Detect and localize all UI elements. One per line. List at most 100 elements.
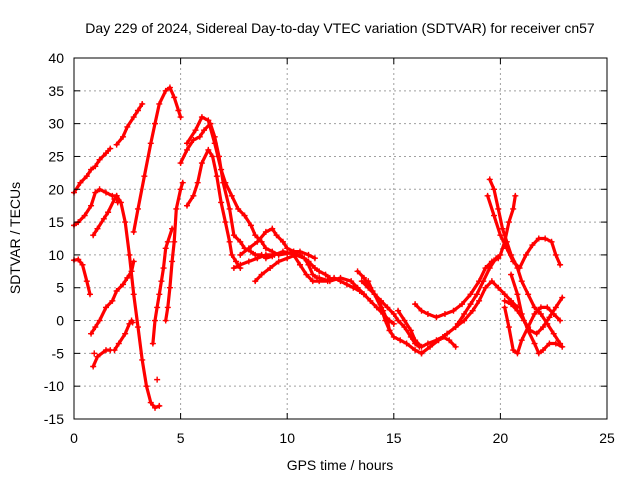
data-point — [218, 199, 225, 206]
data-point — [495, 284, 502, 291]
data-point — [358, 278, 365, 285]
data-point — [111, 196, 118, 203]
plus-markers — [71, 84, 566, 411]
data-point — [284, 255, 291, 262]
data-point — [245, 245, 252, 252]
data-point — [518, 337, 525, 344]
data-point — [424, 310, 431, 317]
data-point — [124, 274, 131, 281]
data-point — [115, 340, 122, 347]
data-point — [171, 94, 178, 101]
data-point — [508, 271, 515, 278]
data-point — [109, 297, 116, 304]
data-point — [544, 320, 551, 327]
data-point — [192, 127, 199, 134]
data-point — [505, 219, 512, 226]
data-point — [529, 242, 536, 249]
data-point — [401, 324, 408, 331]
data-point — [128, 268, 135, 275]
data-point — [120, 281, 127, 288]
data-point — [401, 317, 408, 324]
data-point — [230, 265, 237, 272]
data-point — [510, 258, 517, 265]
data-point — [486, 176, 493, 183]
data-point — [228, 251, 235, 258]
data-point — [94, 225, 101, 232]
data-point — [375, 297, 382, 304]
data-point — [183, 140, 190, 147]
data-point — [467, 301, 474, 308]
data-point — [92, 189, 99, 196]
data-point — [252, 278, 259, 285]
data-point — [228, 192, 235, 199]
data-point — [380, 307, 387, 314]
data-point — [424, 340, 431, 347]
data-point — [139, 356, 146, 363]
data-point — [162, 245, 169, 252]
data-point — [102, 304, 109, 311]
data-point — [516, 265, 523, 272]
data-point — [88, 202, 95, 209]
data-point — [309, 271, 316, 278]
data-point — [531, 304, 538, 311]
data-point — [454, 320, 461, 327]
data-point — [499, 225, 506, 232]
data-point — [514, 350, 521, 357]
data-point — [79, 261, 86, 268]
data-point — [134, 205, 141, 212]
data-point — [531, 310, 538, 317]
grid-lines — [74, 58, 607, 419]
data-point — [369, 288, 376, 295]
data-point — [169, 225, 176, 232]
data-point — [158, 278, 165, 285]
data-point — [130, 228, 137, 235]
data-point — [201, 127, 208, 134]
data-point — [162, 87, 169, 94]
data-point — [503, 238, 510, 245]
data-point — [495, 205, 502, 212]
data-point — [105, 209, 112, 216]
data-point — [96, 317, 103, 324]
series-trace-ad — [509, 273, 564, 355]
data-point — [252, 232, 259, 239]
data-point — [544, 304, 551, 311]
data-point — [343, 281, 350, 288]
x-tick-label: 25 — [599, 430, 615, 446]
data-point — [337, 274, 344, 281]
y-tick-label: 25 — [48, 148, 64, 164]
data-point — [354, 268, 361, 275]
data-point — [491, 212, 498, 219]
data-point — [152, 317, 159, 324]
data-point — [215, 153, 222, 160]
data-point — [525, 291, 532, 298]
x-tick-label: 0 — [70, 430, 78, 446]
data-point — [365, 278, 372, 285]
data-point — [247, 248, 254, 255]
data-point — [130, 291, 137, 298]
data-point — [301, 255, 308, 262]
y-tick-label: 20 — [48, 181, 64, 197]
data-point — [484, 192, 491, 199]
data-point — [262, 228, 269, 235]
data-point — [279, 238, 286, 245]
data-point — [247, 222, 254, 229]
data-point — [384, 304, 391, 311]
data-point — [461, 317, 468, 324]
data-point — [488, 258, 495, 265]
data-point — [113, 192, 120, 199]
data-point — [326, 278, 333, 285]
data-point — [540, 324, 547, 331]
data-point — [209, 153, 216, 160]
y-tick-label: -15 — [44, 411, 64, 427]
data-point — [510, 205, 517, 212]
data-point — [102, 189, 109, 196]
data-point — [262, 251, 269, 258]
data-point — [412, 347, 419, 354]
y-tick-label: -10 — [44, 378, 64, 394]
data-point — [311, 255, 318, 262]
data-point — [535, 235, 542, 242]
data-series — [72, 85, 564, 410]
data-point — [527, 327, 534, 334]
data-point — [218, 166, 225, 173]
data-point — [501, 304, 508, 311]
